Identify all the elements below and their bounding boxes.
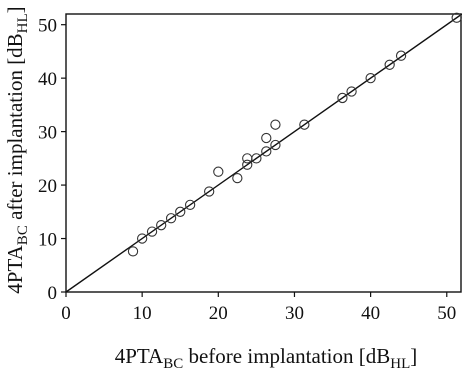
x-axis-label-sub: BC (163, 356, 183, 370)
data-point (395, 50, 407, 61)
data-point (137, 233, 148, 244)
data-point (175, 206, 186, 217)
y-tick-label: 10 (38, 230, 57, 251)
data-point (165, 213, 177, 224)
data-point (156, 220, 167, 231)
y-axis-label-close: ] (3, 6, 27, 13)
data-point (232, 172, 243, 184)
x-tick-label: 20 (209, 303, 228, 324)
data-point (337, 92, 348, 104)
data-point (127, 246, 139, 257)
y-axis-label-rest: after implantation [dB (3, 33, 27, 225)
data-point (261, 132, 272, 144)
y-axis-label: 4PTABC after implantation [dBHL] (3, 6, 31, 293)
x-tick-label: 50 (437, 303, 456, 324)
y-tick-label: 20 (38, 176, 57, 197)
data-point (204, 186, 215, 197)
y-tick-label: 50 (38, 16, 57, 37)
data-point (213, 166, 224, 177)
x-axis-label-rest: before implantation [dB (183, 344, 390, 368)
y-tick-label: 30 (38, 123, 57, 144)
identity-line-group (65, 13, 462, 293)
x-tick-label: 40 (361, 303, 380, 324)
axis-ticks: 0 10 20 30 40 50 0 10 20 30 40 50 (38, 16, 456, 324)
data-point (299, 119, 310, 130)
data-point (184, 199, 196, 211)
data-point (346, 86, 357, 97)
x-tick-label: 10 (133, 303, 152, 324)
y-tick-label: 40 (38, 69, 57, 90)
x-axis-label-main: 4PTA (115, 344, 164, 368)
x-axis-label-unit-sub: HL (390, 356, 410, 370)
data-points (127, 12, 462, 257)
data-point (251, 153, 262, 164)
data-point (384, 59, 395, 70)
data-point (451, 12, 462, 23)
y-tick-label: 0 (48, 283, 58, 304)
plot-border (65, 13, 462, 293)
x-axis-label: 4PTABC before implantation [dBHL] (115, 344, 418, 370)
data-point (146, 226, 158, 237)
y-axis-label-main: 4PTA (3, 244, 27, 293)
x-axis-label-close: ] (410, 344, 417, 368)
plot-area (65, 13, 462, 293)
x-tick-label: 0 (61, 303, 71, 324)
data-point (365, 73, 376, 84)
identity-line (65, 13, 462, 293)
x-tick-label: 30 (285, 303, 304, 324)
data-point (242, 159, 253, 170)
data-point (270, 139, 281, 151)
y-axis-label-sub: BC (15, 225, 31, 245)
data-point (261, 146, 272, 157)
y-axis-label-unit-sub: HL (15, 13, 31, 33)
data-point (242, 153, 253, 164)
data-point (270, 119, 281, 130)
